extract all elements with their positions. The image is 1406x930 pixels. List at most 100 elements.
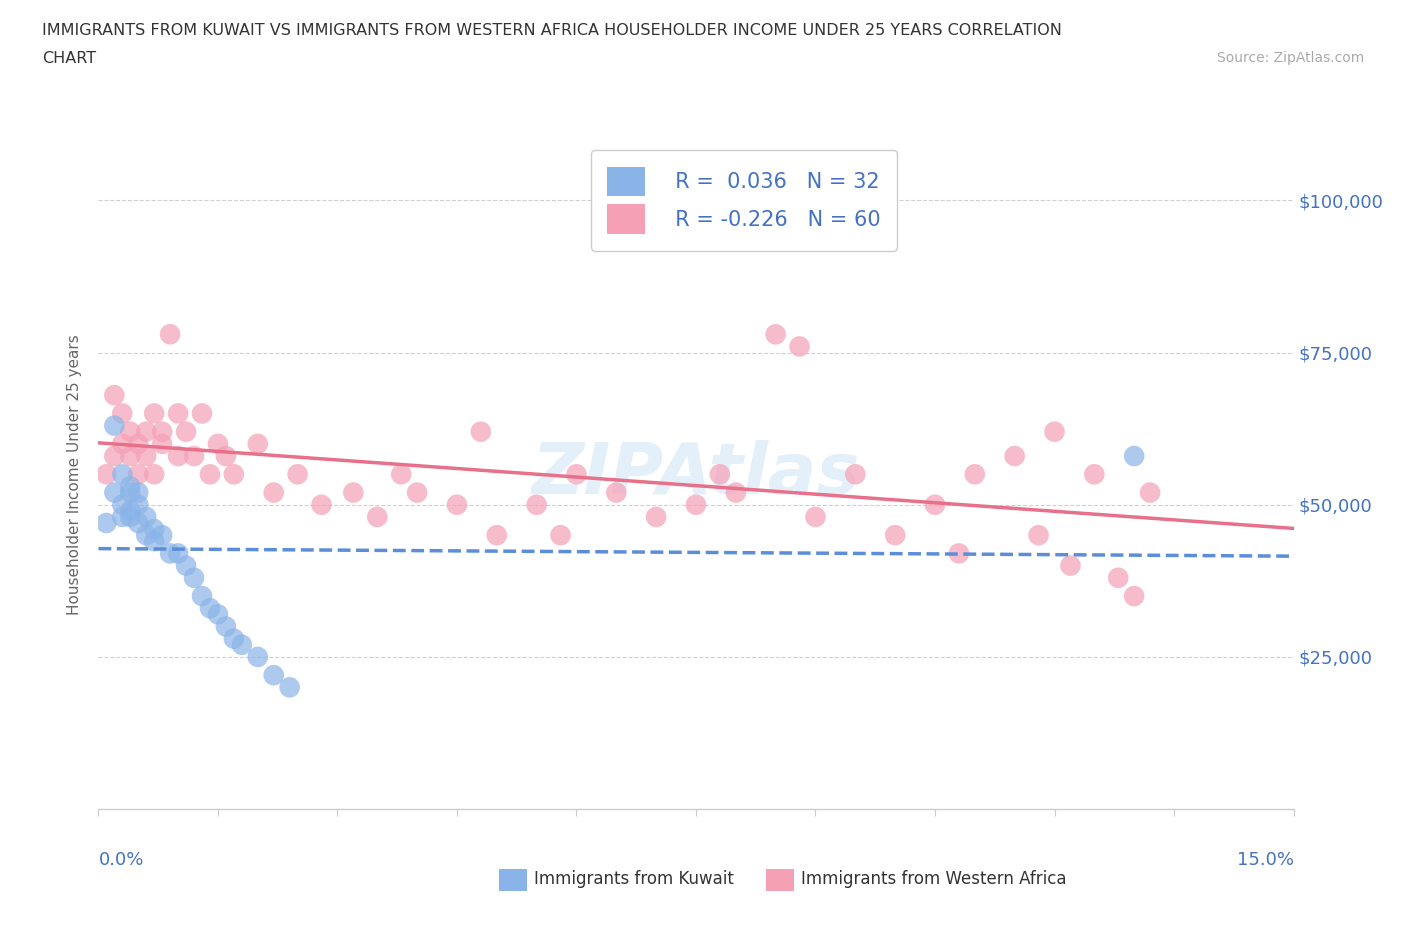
Point	[246, 436, 269, 451]
Point	[215, 448, 238, 463]
Point	[135, 527, 157, 542]
Point	[174, 558, 197, 573]
Point	[709, 467, 731, 482]
Point	[342, 485, 364, 500]
Legend:   R =  0.036   N = 32,   R = -0.226   N = 60: R = 0.036 N = 32, R = -0.226 N = 60	[591, 150, 897, 250]
Point	[150, 527, 173, 542]
Point	[120, 485, 142, 500]
Point	[1043, 424, 1066, 439]
Point	[231, 637, 253, 652]
Point	[111, 498, 134, 512]
Text: ZIPAtlas: ZIPAtlas	[531, 440, 860, 509]
Point	[103, 388, 125, 403]
Point	[127, 498, 149, 512]
Text: Source: ZipAtlas.com: Source: ZipAtlas.com	[1216, 51, 1364, 65]
Point	[246, 649, 269, 664]
Point	[605, 485, 627, 500]
Point	[278, 680, 301, 695]
Point	[685, 498, 707, 512]
Point	[207, 436, 229, 451]
Point	[167, 546, 190, 561]
Point	[366, 510, 388, 525]
Point	[150, 424, 173, 439]
Point	[143, 406, 166, 421]
Point	[127, 515, 149, 530]
Point	[1107, 570, 1129, 585]
Point	[111, 406, 134, 421]
Point	[804, 510, 827, 525]
Point	[183, 570, 205, 585]
Point	[96, 515, 118, 530]
Point	[96, 467, 118, 482]
Point	[263, 485, 285, 500]
Point	[948, 546, 970, 561]
Point	[143, 522, 166, 537]
Point	[167, 448, 190, 463]
Point	[526, 498, 548, 512]
Text: IMMIGRANTS FROM KUWAIT VS IMMIGRANTS FROM WESTERN AFRICA HOUSEHOLDER INCOME UNDE: IMMIGRANTS FROM KUWAIT VS IMMIGRANTS FRO…	[42, 23, 1062, 38]
Point	[135, 424, 157, 439]
Point	[1123, 448, 1146, 463]
Point	[103, 485, 125, 500]
Point	[765, 326, 787, 341]
Point	[215, 619, 238, 634]
Point	[127, 485, 149, 500]
Point	[159, 326, 181, 341]
Point	[884, 527, 907, 542]
Point	[120, 479, 142, 494]
Point	[724, 485, 747, 500]
Point	[143, 467, 166, 482]
Point	[263, 668, 285, 683]
Point	[287, 467, 309, 482]
Point	[120, 503, 142, 518]
Point	[406, 485, 429, 500]
Text: CHART: CHART	[42, 51, 96, 66]
Text: 0.0%: 0.0%	[98, 851, 143, 870]
Point	[174, 424, 197, 439]
Point	[143, 534, 166, 549]
Point	[1004, 448, 1026, 463]
Point	[844, 467, 866, 482]
Point	[111, 436, 134, 451]
Point	[924, 498, 946, 512]
Point	[789, 339, 811, 354]
Point	[120, 424, 142, 439]
Text: 15.0%: 15.0%	[1236, 851, 1294, 870]
Point	[191, 406, 214, 421]
Point	[389, 467, 412, 482]
Point	[1123, 589, 1146, 604]
Point	[159, 546, 181, 561]
Point	[198, 467, 221, 482]
Point	[1028, 527, 1050, 542]
Point	[183, 448, 205, 463]
Point	[120, 448, 142, 463]
Point	[111, 467, 134, 482]
Point	[150, 436, 173, 451]
Point	[127, 467, 149, 482]
Point	[135, 510, 157, 525]
Point	[198, 601, 221, 616]
Point	[565, 467, 588, 482]
Point	[550, 527, 572, 542]
Point	[963, 467, 986, 482]
Point	[135, 448, 157, 463]
Point	[127, 436, 149, 451]
Point	[645, 510, 668, 525]
Point	[311, 498, 333, 512]
Point	[103, 418, 125, 433]
Point	[1139, 485, 1161, 500]
Point	[1083, 467, 1105, 482]
Point	[485, 527, 508, 542]
Point	[222, 467, 245, 482]
Point	[222, 631, 245, 646]
Point	[103, 448, 125, 463]
Point	[191, 589, 214, 604]
Text: Immigrants from Western Africa: Immigrants from Western Africa	[801, 870, 1067, 888]
Point	[446, 498, 468, 512]
Point	[1059, 558, 1081, 573]
Point	[120, 510, 142, 525]
Text: Immigrants from Kuwait: Immigrants from Kuwait	[534, 870, 734, 888]
Point	[207, 607, 229, 622]
Point	[470, 424, 492, 439]
Y-axis label: Householder Income Under 25 years: Householder Income Under 25 years	[67, 334, 83, 615]
